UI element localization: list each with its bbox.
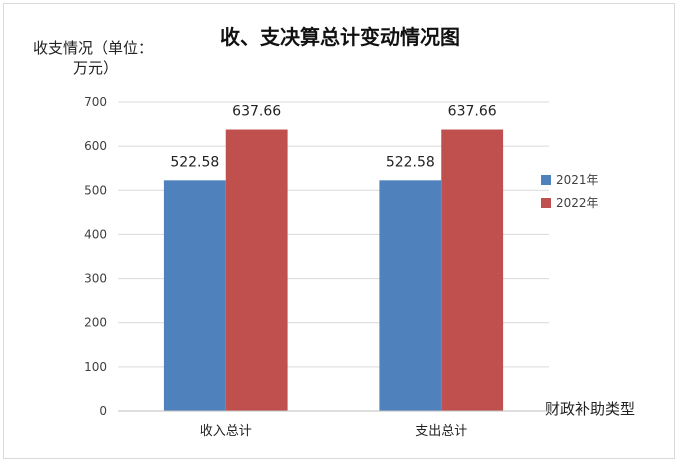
legend-label: 2021年 bbox=[556, 173, 599, 187]
bars bbox=[163, 129, 504, 411]
bar bbox=[163, 180, 226, 411]
y-tick-label: 200 bbox=[84, 316, 107, 330]
y-tick-label: 400 bbox=[84, 227, 107, 241]
data-labels: 522.58 637.66 522.58 637.66 bbox=[170, 104, 496, 171]
y-tick-label: 600 bbox=[84, 139, 107, 153]
category-labels: 收入总计 支出总计 bbox=[200, 424, 468, 439]
y-tick-label: 500 bbox=[84, 183, 107, 197]
x-axis-title: 财政补助类型 bbox=[545, 400, 635, 418]
category-label: 收入总计 bbox=[200, 424, 252, 439]
y-tick-labels: 0 100 200 300 400 500 600 700 bbox=[84, 95, 107, 418]
y-tick-label: 300 bbox=[84, 272, 107, 286]
bar bbox=[379, 180, 442, 411]
y-tick-label: 0 bbox=[99, 404, 107, 418]
chart-title: 收、支决算总计变动情况图 bbox=[220, 25, 460, 49]
bar bbox=[225, 129, 288, 411]
bar bbox=[441, 129, 504, 411]
y-axis-title-line2: 万元） bbox=[73, 59, 118, 77]
data-label: 522.58 bbox=[386, 154, 435, 170]
y-axis-title-line1: 收支情况（单位： bbox=[33, 39, 153, 57]
data-label: 522.58 bbox=[170, 154, 219, 170]
data-label: 637.66 bbox=[232, 104, 281, 120]
data-label: 637.66 bbox=[448, 104, 497, 120]
legend-swatch bbox=[541, 175, 551, 185]
y-tick-label: 100 bbox=[84, 360, 107, 374]
legend: 2021年 2022年 bbox=[541, 173, 599, 210]
legend-swatch bbox=[541, 198, 551, 208]
chart-frame bbox=[3, 3, 675, 459]
legend-label: 2022年 bbox=[556, 196, 599, 210]
category-label: 支出总计 bbox=[415, 424, 467, 439]
y-tick-label: 700 bbox=[84, 95, 107, 109]
